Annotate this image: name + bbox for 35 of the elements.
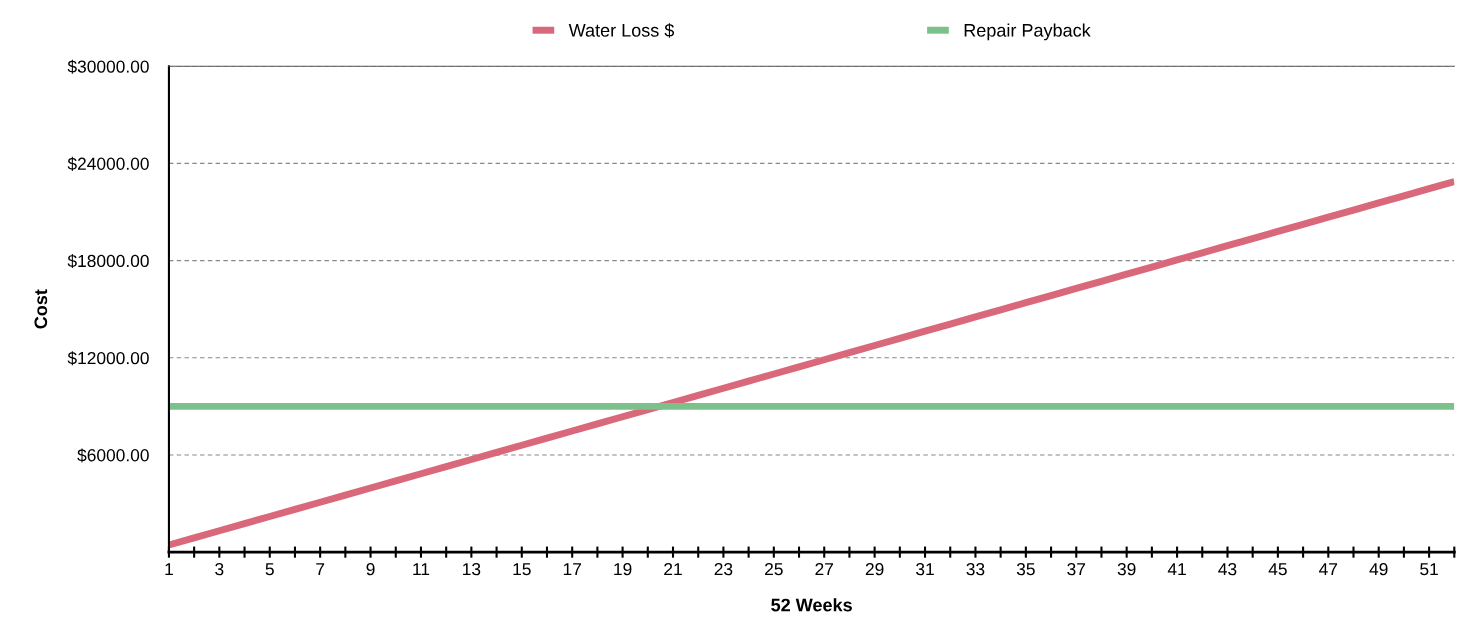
x-tick-label: 7	[316, 563, 325, 576]
x-axis-title: 52 Weeks	[771, 598, 852, 612]
x-tick-label: 43	[1218, 563, 1237, 576]
x-tick-label: 51	[1420, 563, 1438, 576]
y-tick-label: $6000.00	[77, 448, 149, 463]
x-tick-label: 31	[916, 563, 934, 576]
x-tick-label: 45	[1268, 563, 1287, 576]
y-axis-title: Cost	[34, 289, 48, 329]
y-tick-label: $18000.00	[67, 254, 149, 269]
y-tick-label: $24000.00	[67, 156, 149, 171]
y-tick-label: $30000.00	[67, 59, 149, 74]
x-tick-label: 17	[563, 563, 581, 576]
x-tick-label: 37	[1067, 563, 1086, 576]
x-tick-label: 47	[1319, 563, 1338, 576]
legend-label: Repair Payback	[964, 23, 1091, 41]
x-tick-label: 33	[966, 563, 985, 576]
x-tick-label: 23	[714, 563, 733, 576]
x-tick-label: 13	[463, 563, 481, 576]
x-tick-label: 15	[513, 563, 531, 576]
x-tick-label: 11	[413, 563, 430, 576]
x-tick-label: 5	[265, 563, 274, 576]
x-tick-label: 29	[865, 563, 884, 576]
x-tick-label: 35	[1016, 563, 1035, 576]
legend-label: Water Loss $	[568, 23, 675, 38]
x-tick-label: 1	[165, 563, 173, 576]
x-tick-label: 41	[1167, 563, 1186, 576]
x-tick-label: 19	[614, 563, 632, 576]
x-tick-label: 21	[664, 563, 682, 576]
x-tick-label: 39	[1117, 563, 1136, 576]
x-tick-label: 3	[215, 563, 224, 576]
x-tick-label: 25	[765, 563, 783, 576]
x-tick-label: 9	[366, 563, 375, 576]
x-tick-label: 49	[1369, 563, 1388, 576]
x-tick-label: 27	[815, 563, 834, 576]
y-tick-label: $12000.00	[67, 351, 149, 366]
